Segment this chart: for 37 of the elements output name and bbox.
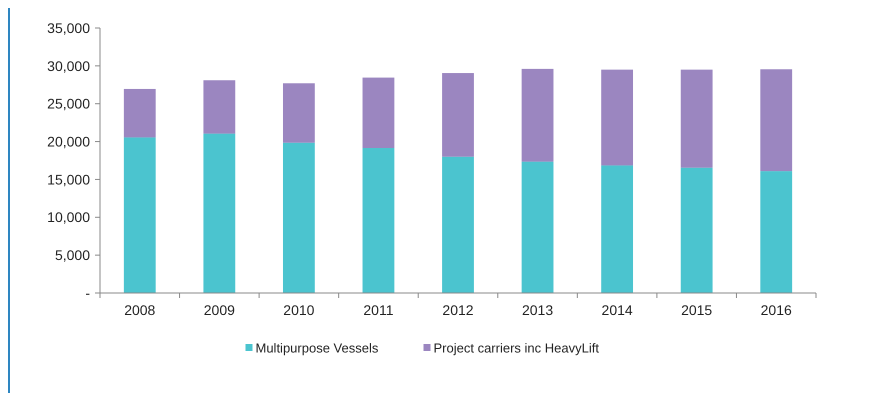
bar	[760, 171, 792, 293]
y-tick-label: -	[85, 284, 90, 301]
y-tick-label: 35,000	[47, 20, 90, 36]
bar	[282, 142, 315, 293]
x-tick-label: 2013	[522, 302, 554, 318]
bar	[442, 73, 474, 157]
y-tick-label: 15,000	[47, 171, 90, 188]
bar	[124, 88, 156, 138]
y-tick-label: 10,000	[47, 209, 90, 226]
y-tick-label: 25,000	[47, 96, 90, 112]
bar	[282, 83, 315, 143]
bar	[203, 80, 236, 134]
x-tick-label: 2016	[760, 302, 792, 318]
bar	[522, 68, 554, 162]
bar	[362, 148, 394, 293]
x-tick-label: 2015	[681, 302, 712, 318]
x-tick-label: 2014	[602, 302, 633, 318]
bar	[601, 165, 634, 293]
legend-label: Multipurpose Vessels	[256, 340, 379, 356]
x-tick-label: 2010	[283, 302, 315, 318]
bar	[760, 69, 792, 172]
bar	[362, 78, 394, 148]
bar	[522, 162, 554, 293]
bar	[680, 70, 713, 168]
bar	[442, 156, 474, 293]
x-tick-label: 2009	[204, 302, 236, 318]
bar	[680, 168, 713, 293]
bar	[124, 137, 156, 293]
y-tick-label: 30,000	[47, 58, 90, 74]
y-tick-label: 5,000	[54, 247, 90, 264]
x-tick-label: 2012	[442, 302, 474, 318]
legend-label: Project carriers inc HeavyLift	[434, 340, 600, 356]
bar	[601, 70, 634, 166]
y-tick-label: 20,000	[47, 133, 90, 150]
x-tick-label: 2008	[124, 302, 156, 318]
bar	[203, 134, 236, 293]
x-tick-label: 2011	[363, 302, 394, 318]
